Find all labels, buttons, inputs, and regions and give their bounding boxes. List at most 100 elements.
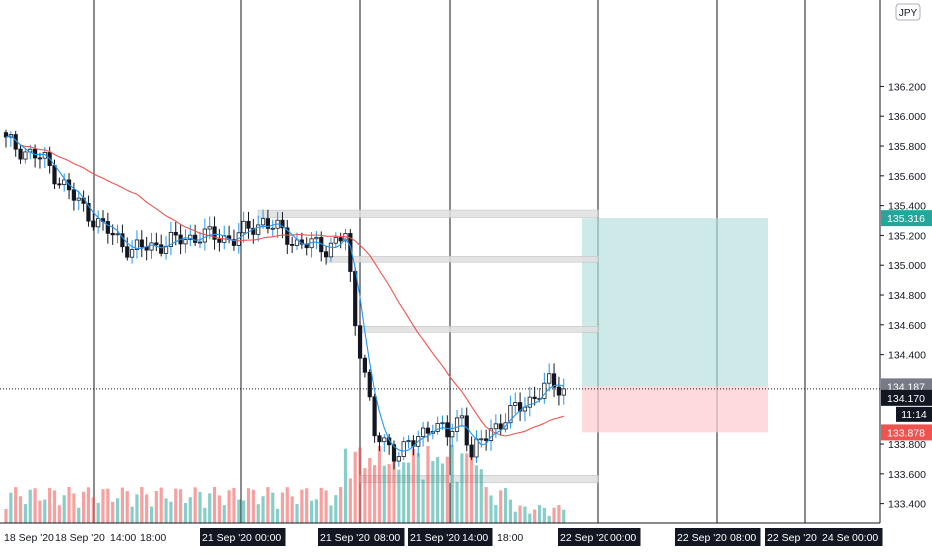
volume-bar: [9, 492, 13, 523]
volume-bar: [28, 489, 32, 523]
candle-body: [149, 242, 154, 251]
volume-bar: [140, 487, 144, 523]
volume-bar: [489, 495, 493, 523]
volume-bar: [18, 496, 23, 523]
support-resistance-boxes: [257, 209, 599, 484]
candle-body: [96, 218, 101, 228]
countdown-timer: 11:14: [901, 409, 927, 421]
candle-body: [120, 233, 125, 248]
time-tick-label: 00:00: [255, 532, 281, 544]
volume-bar: [557, 505, 561, 523]
candle-body: [367, 371, 372, 398]
candle-body: [134, 239, 140, 250]
time-tick-label: 08:00: [730, 532, 756, 544]
volume-bar: [309, 500, 314, 523]
volume-bar: [343, 448, 348, 523]
volume-bar: [67, 487, 71, 523]
volume-bar: [208, 493, 212, 523]
candle-body: [71, 189, 76, 201]
price-tick-label: 133.400: [888, 499, 926, 511]
candle-body: [556, 386, 562, 396]
volume-bar: [305, 488, 309, 523]
price-tick-label: 135.800: [888, 141, 926, 153]
volume-bar: [232, 487, 236, 523]
volume-bar: [368, 457, 372, 523]
price-tick-label: 133.600: [888, 469, 926, 481]
currency-badge: [895, 3, 921, 21]
candle-body: [314, 237, 319, 240]
candle-body: [86, 202, 91, 222]
volume-bar: [484, 487, 488, 523]
time-label-highlight: [200, 528, 261, 546]
price-tick-label: 134.400: [888, 350, 926, 362]
volume-bar: [159, 487, 163, 523]
volume-bar: [179, 489, 183, 523]
volume-bar: [130, 506, 134, 523]
volume-bar: [562, 509, 566, 523]
volume-bar: [387, 464, 391, 523]
volume-bar: [86, 487, 91, 523]
volume-bar: [431, 460, 435, 523]
volume-bar: [115, 498, 120, 523]
time-tick-label: 14:00: [110, 532, 136, 544]
candle-body: [231, 239, 237, 246]
candle-body: [129, 249, 135, 258]
candle-body: [435, 423, 440, 432]
price-axis[interactable]: 136.200 136.000 135.800 135.600 135.400 135.2…: [879, 0, 932, 550]
time-label-highlight: [460, 528, 493, 546]
volume-bar: [14, 487, 18, 523]
price-tick-label: 136.000: [888, 111, 926, 123]
candle-body: [125, 246, 130, 258]
time-label-highlight: [675, 528, 736, 546]
time-tick-label: 18 Sep '20: [4, 532, 54, 544]
time-label-highlight: [318, 528, 379, 546]
volume-bar: [474, 465, 479, 523]
volume-bar: [329, 505, 333, 523]
volume-bar: [537, 505, 542, 523]
candle-body: [551, 373, 557, 388]
countdown-background: [896, 406, 932, 422]
candle-body: [207, 226, 212, 230]
time-label-highlight: [408, 528, 469, 546]
candle-body: [547, 373, 552, 384]
time-tick-label: 08:00: [374, 532, 400, 544]
candle-body: [450, 430, 455, 438]
candle-body: [353, 271, 358, 327]
volume-bar: [513, 511, 517, 523]
volume-bar: [101, 489, 105, 523]
volume-bar: [62, 495, 66, 523]
candle-body: [508, 405, 513, 424]
candle-body: [91, 220, 96, 228]
volume-bar: [450, 444, 454, 523]
candle-body: [168, 231, 173, 247]
time-tick-label: 00:00: [610, 532, 636, 544]
volume-bar: [436, 457, 440, 523]
volume-bar: [358, 447, 362, 523]
time-axis[interactable]: 18 Sep '20 18 Sep '20 14:00 18:00 21 Sep '20…: [0, 522, 932, 550]
price-tick-label: 133.800: [888, 439, 926, 451]
moving-averages: [5, 135, 564, 452]
candle-body: [188, 234, 193, 240]
volume-bar: [48, 487, 52, 523]
volume-bar: [164, 498, 168, 523]
candles: [3, 129, 566, 470]
time-tick-label: 21 Sep '20: [320, 532, 370, 544]
time-tick-label: 22 Sep '20: [560, 532, 610, 544]
candle-body: [333, 237, 338, 244]
candle-body: [57, 183, 62, 186]
volume-bar: [237, 499, 241, 523]
volume-bar: [183, 502, 188, 523]
volume-bar: [460, 453, 464, 523]
volume-bar: [353, 451, 357, 523]
candle-body: [23, 151, 28, 160]
candle-body: [246, 220, 251, 229]
candle-body: [401, 441, 406, 457]
candle-body: [183, 239, 188, 245]
candle-body: [406, 440, 411, 443]
candle-body: [62, 179, 67, 185]
time-tick-label: 22 Sep '20: [677, 532, 727, 544]
volume-bar: [242, 500, 246, 523]
